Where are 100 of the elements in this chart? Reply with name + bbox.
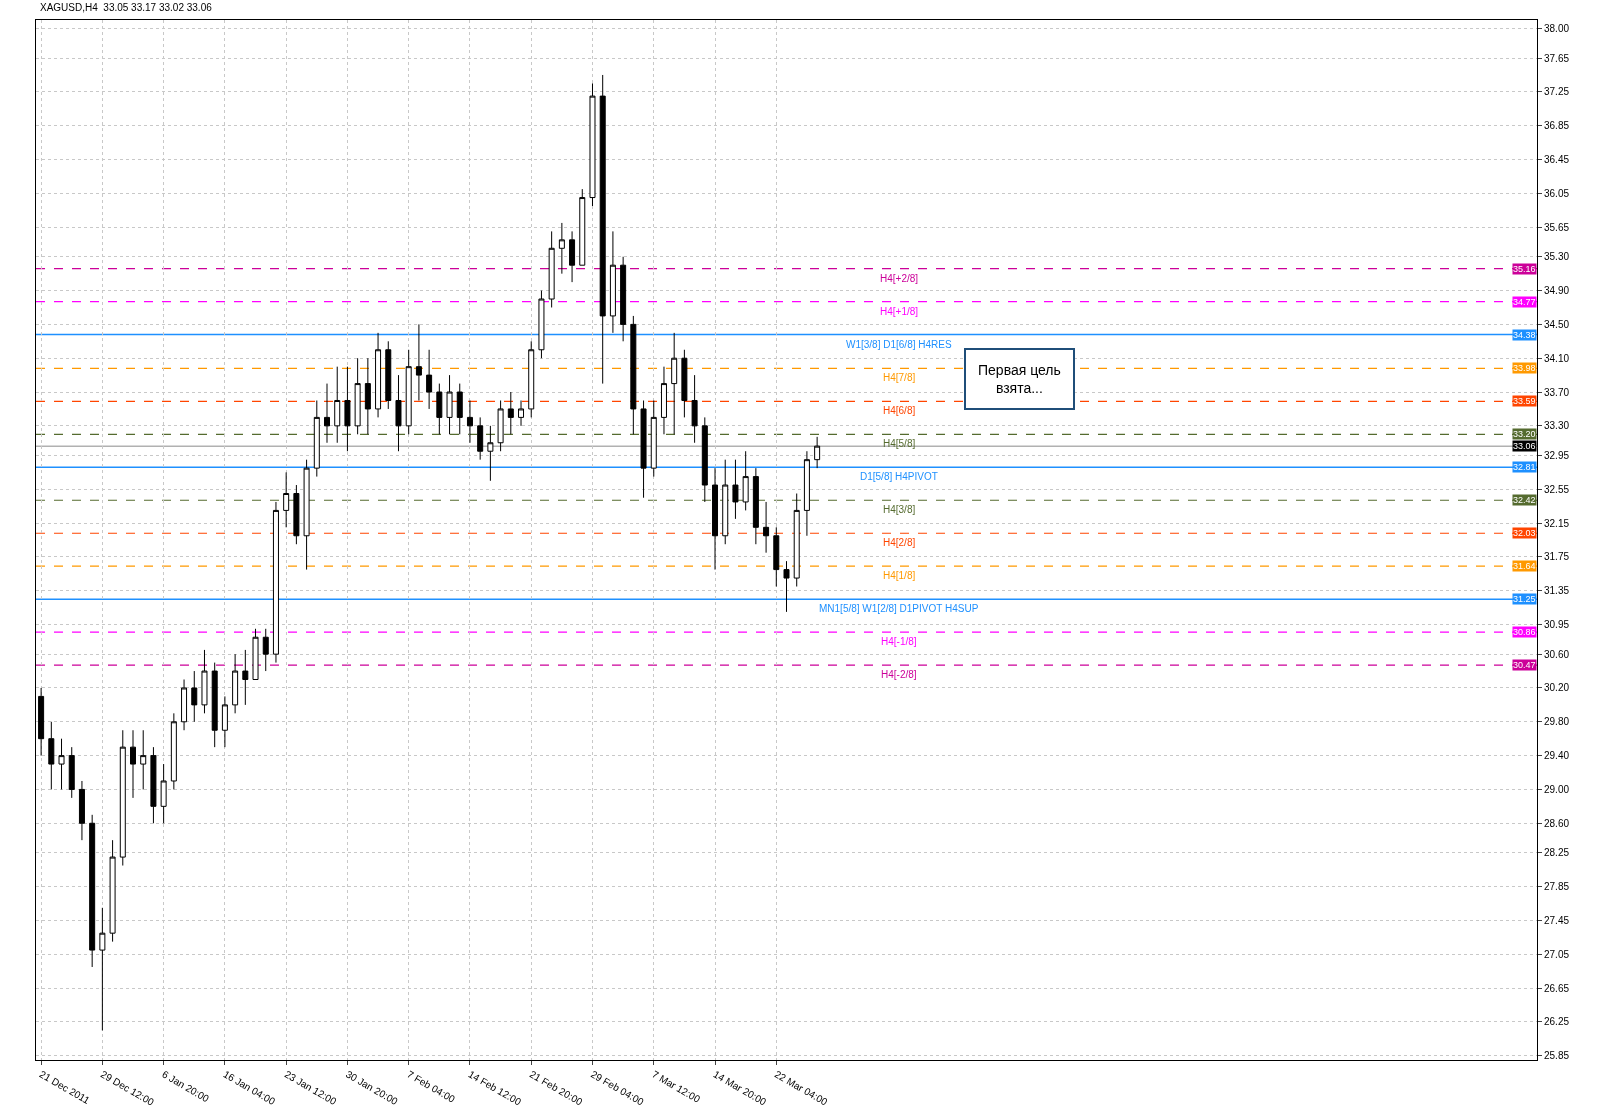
ref-line-label: H4[7/8]	[883, 372, 916, 383]
candlestick	[701, 416, 708, 503]
annotation: 32.42	[1513, 495, 1536, 505]
annotation: 30.86	[1513, 627, 1536, 637]
candlestick	[426, 349, 433, 410]
candlestick	[793, 493, 800, 587]
chart-title: XAGUSD,H4 33.05 33.17 33.02 33.06	[39, 2, 213, 14]
ref-line-label: H4[1/8]	[883, 570, 916, 581]
candlestick	[630, 315, 637, 435]
x-tick-label: 22 Mar 04:00	[772, 1068, 830, 1108]
candlestick	[48, 721, 55, 790]
candlestick	[160, 763, 167, 824]
y-tick-label: 35.30	[1544, 251, 1570, 263]
candlestick	[507, 391, 514, 435]
y-tick-label: 29.80	[1544, 716, 1570, 728]
y-tick-label: 28.25	[1544, 847, 1570, 859]
y-tick-label: 25.85	[1544, 1050, 1570, 1062]
annotation: 31.64	[1513, 561, 1536, 571]
candlestick	[283, 471, 290, 528]
y-tick-label: 30.60	[1544, 648, 1570, 660]
y-tick-label: 33.30	[1544, 420, 1570, 432]
candlestick	[528, 340, 535, 418]
candlestick	[712, 467, 719, 571]
candlestick	[589, 82, 596, 207]
ref-line-label: H4[-2/8]	[881, 669, 917, 680]
y-tick-label: 29.40	[1544, 750, 1570, 762]
candlestick	[487, 425, 494, 482]
annotation: 31.25	[1513, 594, 1536, 604]
candlestick	[456, 383, 463, 435]
candlestick	[477, 416, 484, 461]
y-tick-label: 31.75	[1544, 551, 1570, 563]
candlestick	[609, 230, 616, 334]
y-tick-label: 30.20	[1544, 682, 1570, 694]
y-tick-label: 32.95	[1544, 449, 1570, 461]
candlestick	[814, 436, 821, 469]
candlestick	[558, 222, 565, 275]
y-tick-label: 36.45	[1544, 154, 1570, 166]
candlestick	[518, 399, 525, 427]
ref-line-label: H4[5/8]	[883, 438, 916, 449]
candlestick	[548, 230, 555, 308]
ref-line-label: H4[2/8]	[883, 537, 916, 548]
candlestick	[262, 628, 269, 672]
candlestick	[201, 649, 208, 714]
candlestick	[395, 374, 402, 452]
y-tick-label: 34.50	[1544, 318, 1570, 330]
candlestick	[78, 780, 85, 841]
candlestick	[242, 649, 249, 706]
candlestick	[303, 459, 310, 571]
candlestick	[375, 332, 382, 418]
y-tick-label: 34.10	[1544, 352, 1570, 364]
candlestick	[109, 839, 116, 943]
x-tick-label: 29 Dec 12:00	[98, 1068, 157, 1109]
candlestick	[671, 332, 678, 435]
y-tick-label: 28.60	[1544, 817, 1570, 829]
x-tick-label: 14 Feb 12:00	[466, 1068, 524, 1108]
ref-line-label: H4[-1/8]	[881, 636, 917, 647]
ref-line-label: H4[3/8]	[883, 504, 916, 515]
ref-line-label: H4[+1/8]	[880, 306, 919, 317]
annotation: 32.03	[1513, 528, 1536, 538]
annotation: 33.98	[1513, 363, 1536, 373]
candlestick	[681, 349, 688, 418]
y-tick-label: 30.95	[1544, 619, 1570, 631]
candlestick	[405, 349, 412, 435]
candlestick	[569, 230, 576, 283]
candlestick	[436, 383, 443, 435]
candlestick	[293, 484, 300, 545]
candlestick	[599, 74, 606, 385]
x-tick-label: 21 Feb 20:00	[527, 1068, 585, 1108]
annotation: 33.59	[1513, 396, 1536, 406]
candlestick	[650, 399, 657, 478]
x-tick-label: 6 Jan 20:00	[160, 1068, 212, 1105]
candlestick	[99, 907, 106, 1031]
candlestick	[38, 687, 45, 757]
candlestick	[763, 501, 770, 554]
candlestick	[415, 323, 422, 401]
candlestick	[119, 729, 126, 867]
y-tick-label: 37.25	[1544, 86, 1570, 98]
candlestick	[742, 450, 749, 511]
candlestick	[272, 501, 279, 664]
annotation: Первая цель взята...	[978, 362, 1061, 397]
candlestick	[89, 814, 96, 968]
y-tick-label: 26.65	[1544, 982, 1570, 994]
candlestick	[58, 738, 65, 790]
candlestick	[446, 374, 453, 435]
candlestick	[773, 526, 780, 587]
x-tick-label: 29 Feb 04:00	[588, 1068, 646, 1108]
candlestick	[620, 256, 627, 342]
ref-line-label: W1[3/8] D1[6/8] H4RES	[846, 339, 952, 350]
candlestick	[232, 653, 239, 714]
y-tick-label: 26.25	[1544, 1016, 1570, 1028]
y-tick-label: 32.55	[1544, 483, 1570, 495]
ref-line-label: D1[5/8] H4PIVOT	[860, 471, 938, 482]
y-tick-label: 27.85	[1544, 881, 1570, 893]
candlestick	[385, 340, 392, 410]
candlestick	[344, 366, 351, 452]
x-tick-label: 14 Mar 20:00	[711, 1068, 769, 1108]
candlestick	[181, 679, 188, 731]
candlestick	[221, 695, 228, 748]
candlestick	[324, 383, 331, 444]
x-tick-label: 23 Jan 12:00	[282, 1068, 339, 1108]
